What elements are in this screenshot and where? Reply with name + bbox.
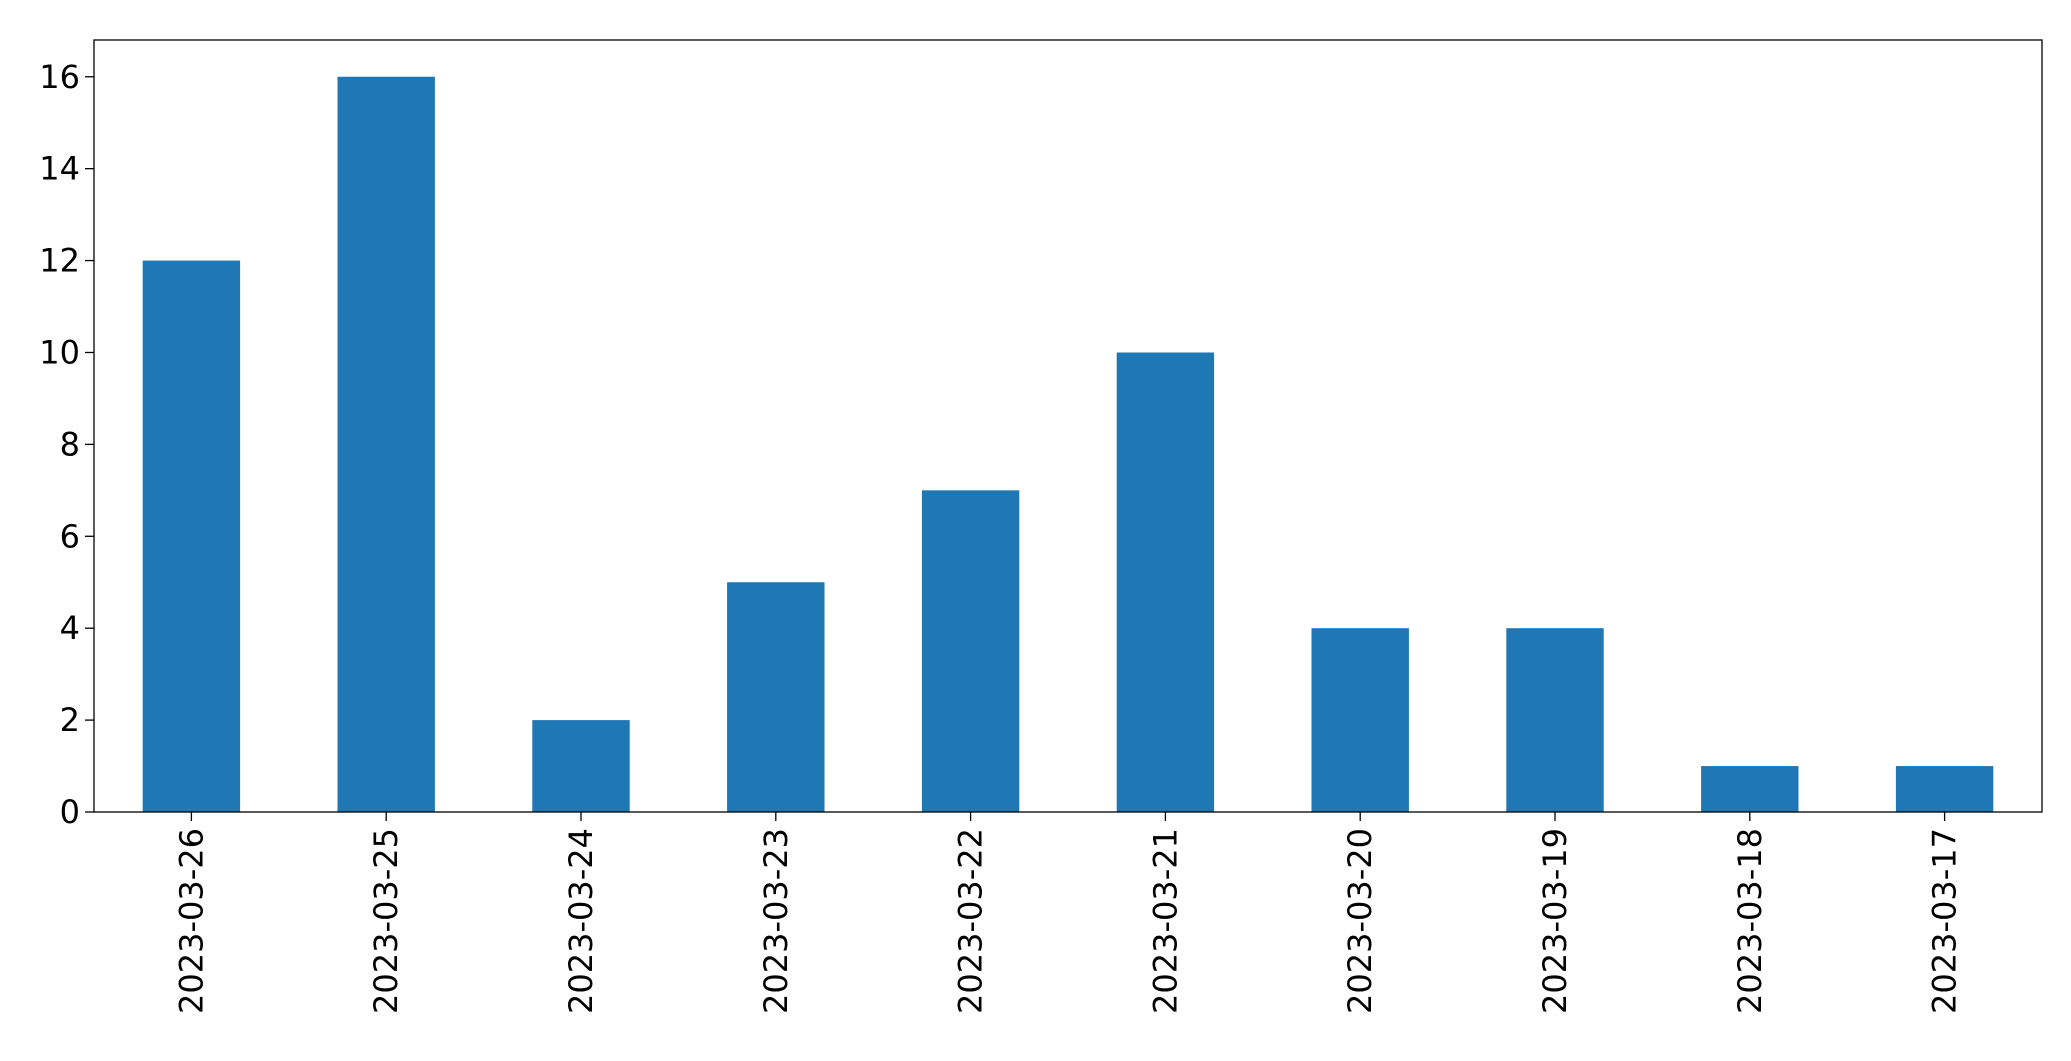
y-tick-label: 14 <box>39 150 80 188</box>
bar <box>142 260 241 813</box>
y-tick-label: 6 <box>60 517 80 555</box>
x-tick-label: 2023-03-18 <box>1731 828 1769 1014</box>
y-tick-label: 2 <box>60 701 80 739</box>
bar <box>727 582 825 812</box>
x-tick-label: 2023-03-20 <box>1341 828 1379 1014</box>
x-tick-label: 2023-03-24 <box>562 828 600 1014</box>
bar <box>337 76 435 812</box>
bar <box>1506 628 1604 812</box>
y-tick-label: 4 <box>60 609 80 647</box>
x-tick-label: 2023-03-22 <box>952 828 990 1014</box>
bar <box>1701 766 1799 812</box>
x-tick-label: 2023-03-26 <box>172 828 210 1014</box>
x-tick-label: 2023-03-19 <box>1536 828 1574 1014</box>
y-tick-label: 16 <box>39 58 80 96</box>
plot-frame <box>93 39 2043 813</box>
y-tick-label: 8 <box>60 425 80 463</box>
x-tick-label: 2023-03-23 <box>757 828 795 1014</box>
bar <box>921 490 1020 812</box>
y-tick-label: 12 <box>39 242 80 280</box>
y-tick-label: 10 <box>39 333 80 371</box>
bar <box>1116 352 1215 812</box>
x-tick-label: 2023-03-17 <box>1926 828 1964 1014</box>
x-tick-label: 2023-03-21 <box>1146 828 1184 1014</box>
bar <box>1311 628 1409 812</box>
bar <box>532 720 630 812</box>
y-tick-label: 0 <box>60 793 80 831</box>
bar <box>1895 766 1994 812</box>
x-tick-label: 2023-03-25 <box>367 828 405 1014</box>
